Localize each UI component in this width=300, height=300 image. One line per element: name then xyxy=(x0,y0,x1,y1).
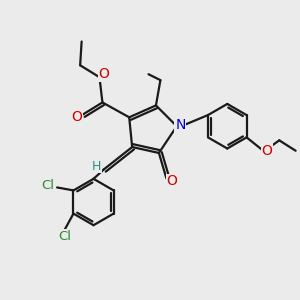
Text: N: N xyxy=(175,118,185,132)
Text: O: O xyxy=(98,67,110,81)
Text: Cl: Cl xyxy=(41,179,54,193)
Text: Cl: Cl xyxy=(58,230,71,243)
Text: O: O xyxy=(261,144,272,158)
Text: O: O xyxy=(71,110,82,124)
Text: H: H xyxy=(92,160,101,173)
Text: O: O xyxy=(166,174,177,188)
